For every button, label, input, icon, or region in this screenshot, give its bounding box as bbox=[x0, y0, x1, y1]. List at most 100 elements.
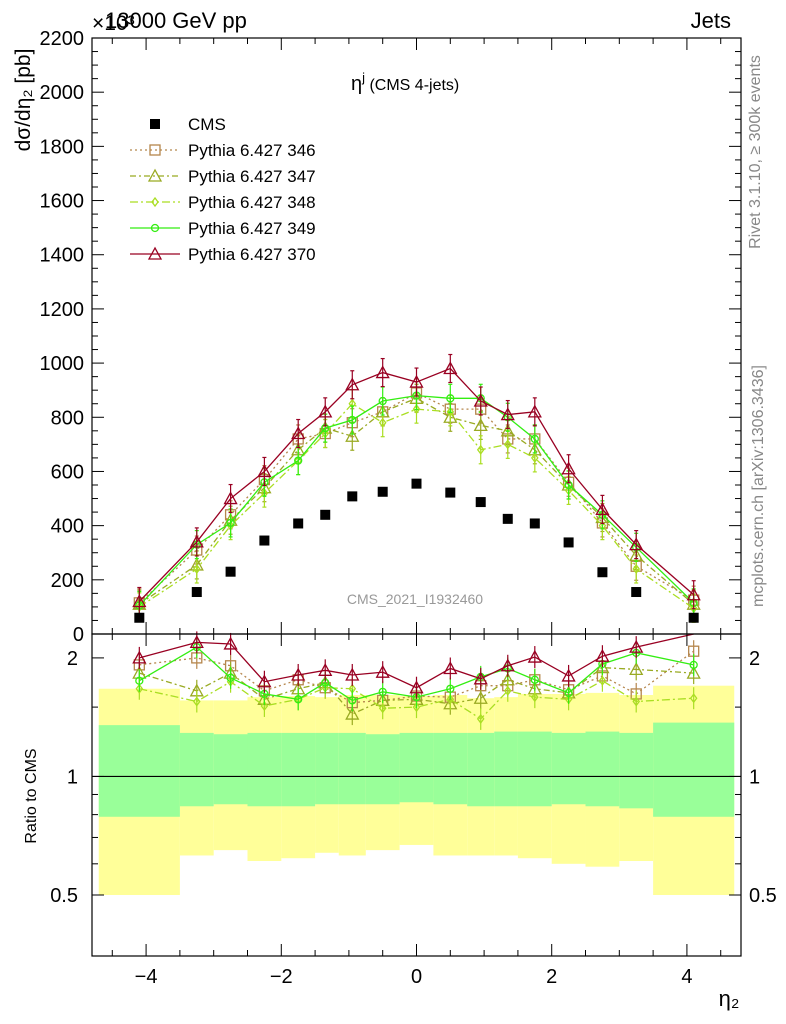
ratio-point-p370 bbox=[595, 648, 610, 662]
y-tick-label: 1200 bbox=[40, 299, 85, 321]
x-tick-label: −4 bbox=[135, 966, 158, 988]
main-ylabel: dσ/dη₂ [pb] bbox=[12, 49, 35, 152]
ratio-point-p349 bbox=[135, 676, 144, 685]
point-cms bbox=[475, 497, 486, 508]
point-p348 bbox=[378, 417, 387, 428]
point-p370 bbox=[561, 461, 576, 475]
y-tick-label: 600 bbox=[51, 461, 84, 483]
ratio-point-p348 bbox=[260, 700, 269, 712]
legend-label-p347: Pythia 6.427 347 bbox=[188, 167, 316, 186]
point-p370 bbox=[345, 377, 360, 391]
ratio-y-tick-label-right: 2 bbox=[749, 648, 760, 670]
point-p349 bbox=[226, 518, 235, 528]
y-tick-label: 2000 bbox=[40, 82, 85, 104]
mcplots-label: mcplots.cern.ch [arXiv:1306.3436] bbox=[750, 365, 767, 607]
y-tick-label: 800 bbox=[51, 407, 84, 429]
ratio-y-tick-label: 1 bbox=[67, 766, 78, 788]
point-cms bbox=[320, 509, 331, 520]
point-p370 bbox=[375, 365, 390, 379]
legend-label-p349: Pythia 6.427 349 bbox=[188, 219, 316, 238]
x-tick-label: 0 bbox=[411, 966, 422, 988]
plot-title: ηj (CMS 4-jets) bbox=[351, 70, 459, 95]
point-p348 bbox=[503, 439, 512, 450]
point-cms bbox=[563, 537, 574, 548]
ratio-point-p348 bbox=[446, 694, 455, 705]
x-tick-label: 2 bbox=[546, 966, 557, 988]
ratio-point-p370 bbox=[561, 668, 576, 682]
point-cms bbox=[529, 518, 540, 529]
band-inner-bin bbox=[213, 734, 248, 805]
y-tick-label: 1000 bbox=[40, 353, 85, 375]
y-tick-label: 1600 bbox=[40, 191, 85, 213]
point-p370 bbox=[443, 361, 458, 375]
point-cms bbox=[502, 513, 513, 524]
ratio-plot: −4 −2 0 2 4 0.5 0.5 1 1 2 2 bbox=[50, 631, 777, 988]
point-p370 bbox=[686, 587, 701, 601]
rivet-label: Rivet 3.1.10, ≥ 300k events bbox=[747, 55, 764, 249]
legend-marker-p349 bbox=[150, 223, 160, 233]
legend-label-cms: CMS bbox=[188, 115, 226, 134]
band-inner-bin bbox=[338, 732, 366, 805]
ratio-y-tick-label-right: 1 bbox=[749, 766, 760, 788]
point-cms bbox=[445, 487, 456, 498]
legend: CMS Pythia 6.427 346 Pythia 6.427 347 Pythi… bbox=[130, 115, 316, 264]
ratio-point-p347 bbox=[686, 665, 701, 679]
ratio-point-p349 bbox=[689, 660, 698, 670]
ratio-point-p370 bbox=[527, 649, 542, 663]
point-p348 bbox=[260, 488, 269, 499]
band-inner-bin bbox=[365, 734, 400, 805]
x-tick-label: −2 bbox=[270, 966, 293, 988]
ratio-point-p370 bbox=[132, 650, 147, 664]
ratio-point-p349 bbox=[378, 687, 387, 696]
point-cms bbox=[191, 587, 202, 598]
point-p370 bbox=[223, 491, 238, 505]
legend-label-p370: Pythia 6.427 370 bbox=[188, 245, 316, 264]
ratio-point-p349 bbox=[348, 696, 357, 705]
point-cms bbox=[225, 566, 236, 577]
ratio-point-p370 bbox=[629, 639, 644, 653]
y-tick-label: 1800 bbox=[40, 136, 85, 158]
ratio-point-p349 bbox=[530, 675, 539, 684]
point-cms bbox=[377, 486, 388, 497]
ratio-y-tick-label: 2 bbox=[67, 648, 78, 670]
legend-marker-p347 bbox=[147, 168, 163, 182]
ratio-point-p370 bbox=[189, 635, 204, 649]
ratio-point-p370 bbox=[473, 671, 488, 685]
legend-marker-p346 bbox=[149, 144, 161, 156]
band-inner-bin bbox=[494, 731, 518, 807]
band-inner-bin bbox=[247, 732, 282, 807]
band-inner-bin bbox=[551, 732, 586, 805]
band-inner-bin bbox=[433, 732, 468, 805]
ratio-ylabel: Ratio to CMS bbox=[23, 748, 40, 843]
ratio-point-p370 bbox=[409, 680, 424, 694]
point-p370 bbox=[409, 374, 424, 388]
ratio-point-p348 bbox=[378, 703, 387, 714]
ratio-point-p347 bbox=[473, 690, 488, 704]
point-p370 bbox=[527, 404, 542, 418]
ratio-point-p348 bbox=[689, 693, 698, 704]
band-inner-bin bbox=[399, 732, 434, 803]
ratio-point-p347 bbox=[629, 662, 644, 676]
ratio-point-p348 bbox=[632, 696, 641, 707]
point-cms bbox=[347, 491, 358, 502]
point-cms bbox=[259, 535, 270, 546]
point-p349 bbox=[530, 434, 539, 444]
point-p348 bbox=[412, 404, 421, 415]
point-p349 bbox=[378, 396, 387, 406]
point-p347 bbox=[345, 428, 360, 442]
point-cms bbox=[631, 587, 642, 598]
point-p349 bbox=[294, 456, 303, 465]
point-p348 bbox=[530, 452, 539, 463]
point-p370 bbox=[473, 393, 488, 407]
point-p348 bbox=[446, 406, 455, 417]
point-cms bbox=[688, 612, 699, 623]
y-tick-label: 200 bbox=[51, 570, 84, 592]
band-inner-bin bbox=[619, 732, 654, 809]
ratio-point-p348 bbox=[135, 683, 144, 694]
ratio-point-p370 bbox=[318, 662, 333, 676]
point-p349 bbox=[348, 415, 357, 425]
point-p370 bbox=[132, 594, 147, 608]
ratio-point-p370 bbox=[443, 661, 458, 675]
point-p370 bbox=[189, 534, 204, 548]
